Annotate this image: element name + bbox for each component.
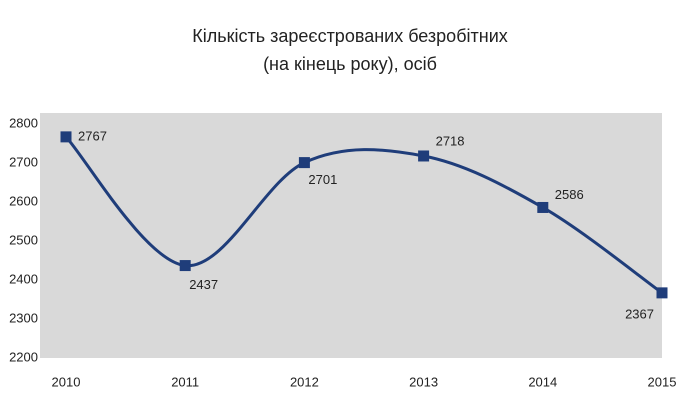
marker xyxy=(418,150,430,162)
marker xyxy=(60,131,72,143)
y-tick-label: 2200 xyxy=(9,349,38,364)
x-tick-label: 2013 xyxy=(409,374,438,389)
marker xyxy=(298,157,310,169)
chart-subtitle: (на кінець року), осіб xyxy=(263,54,437,74)
x-tick-label: 2015 xyxy=(648,374,677,389)
data-label: 2367 xyxy=(625,306,654,321)
plot-area xyxy=(40,113,662,358)
y-tick-label: 2500 xyxy=(9,232,38,247)
data-label: 2767 xyxy=(78,128,107,143)
marker xyxy=(537,201,549,213)
y-tick-label: 2800 xyxy=(9,115,38,130)
x-tick-label: 2011 xyxy=(171,374,199,389)
data-label: 2701 xyxy=(308,172,337,187)
chart-title: Кількість зареєстрованих безробітних xyxy=(192,26,508,46)
marker xyxy=(656,287,668,299)
line xyxy=(64,135,663,295)
marker xyxy=(179,260,191,272)
x-tick-label: 2014 xyxy=(528,374,557,389)
x-tick-label: 2012 xyxy=(290,374,319,389)
y-tick-label: 2700 xyxy=(9,154,38,169)
x-tick-label: 2010 xyxy=(52,374,81,389)
data-label: 2718 xyxy=(436,133,465,148)
y-tick-label: 2600 xyxy=(9,193,38,208)
data-label: 2437 xyxy=(189,277,218,292)
data-label: 2586 xyxy=(555,187,584,202)
y-tick-label: 2300 xyxy=(9,310,38,325)
y-tick-label: 2400 xyxy=(9,271,38,286)
